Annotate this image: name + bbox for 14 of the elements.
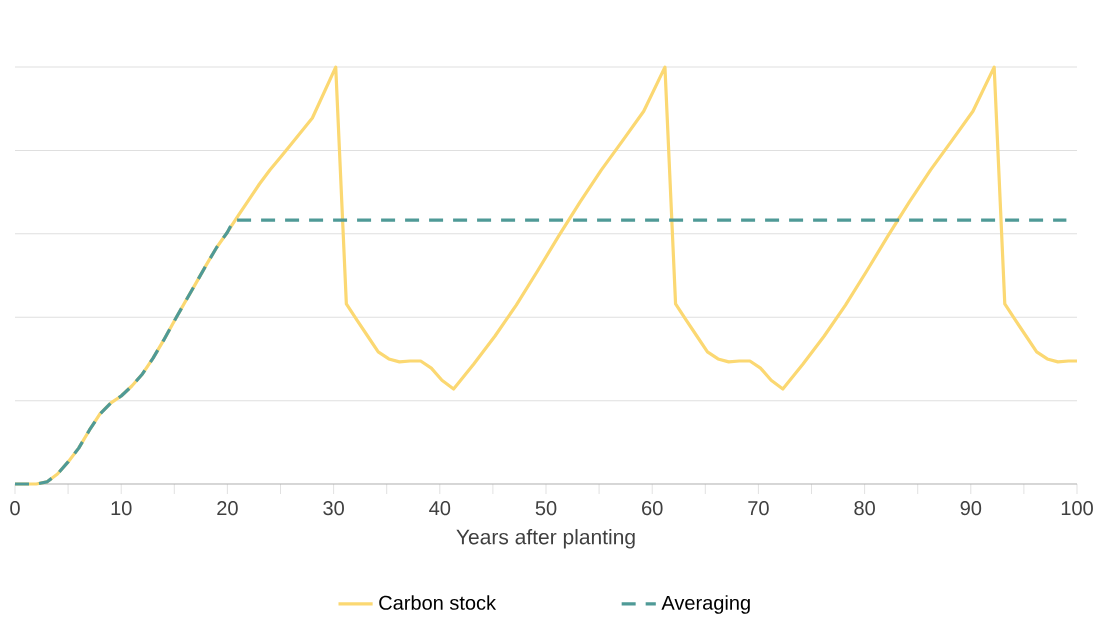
- x-tick-label: 50: [535, 501, 557, 516]
- x-tick-label: 20: [217, 501, 238, 516]
- x-tick-label: 30: [323, 501, 344, 516]
- x-tick-label: 0: [10, 501, 20, 516]
- x-axis-title: Years after planting: [456, 528, 635, 549]
- x-tick-label: 60: [642, 501, 663, 516]
- legend-label: Averaging: [661, 595, 750, 614]
- x-tick-label: 70: [748, 501, 769, 516]
- x-tick-label: 40: [429, 501, 451, 516]
- x-tick-label: 80: [854, 501, 875, 516]
- legend-label: Carbon stock: [379, 595, 497, 610]
- x-tick-label: 100: [1061, 501, 1093, 516]
- x-tick-label: 10: [111, 501, 132, 516]
- x-tick-label: 90: [960, 501, 982, 516]
